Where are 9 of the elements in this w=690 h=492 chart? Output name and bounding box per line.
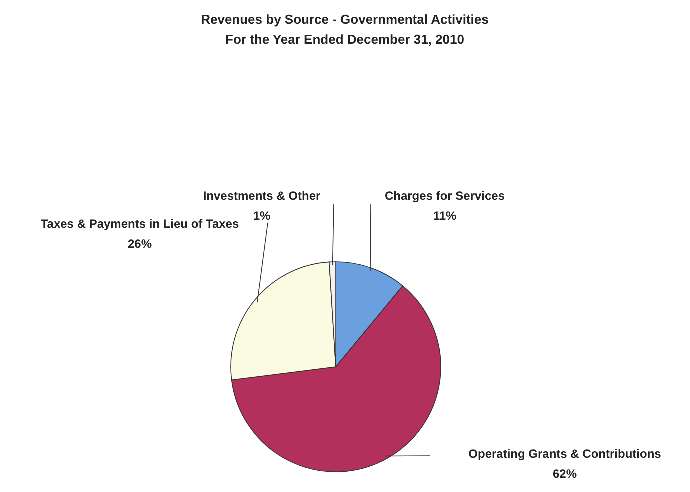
data-label: 11% <box>433 209 458 223</box>
slice-label: Charges for Services <box>384 189 506 203</box>
data-label: 26% <box>128 237 152 251</box>
slice-label: Operating Grants & Contributions <box>468 447 662 461</box>
chart-title: Revenues by Source - Governmental Activities For the Year Ended December 31, 2010 <box>201 12 489 47</box>
data-label: 1% <box>253 209 271 223</box>
data-label: 62% <box>552 467 578 481</box>
slice-label: Taxes & Payments in Lieu of Taxes <box>40 217 240 231</box>
slice-label: Investments & Other <box>203 189 322 203</box>
